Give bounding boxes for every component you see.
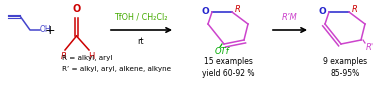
Text: R = alkyl, aryl: R = alkyl, aryl [62, 55, 112, 61]
Text: +: + [45, 23, 55, 37]
Text: yield 60-92 %: yield 60-92 % [202, 70, 254, 78]
Text: 9 examples: 9 examples [323, 57, 367, 67]
Text: R’M: R’M [282, 12, 298, 21]
Text: OH: OH [40, 26, 52, 34]
Text: rt: rt [138, 37, 144, 45]
Text: 15 examples: 15 examples [204, 57, 253, 67]
Text: O: O [201, 7, 209, 15]
Text: O: O [72, 4, 81, 14]
Text: R’ = alkyl, aryl, alkene, alkyne: R’ = alkyl, aryl, alkene, alkyne [62, 66, 171, 72]
Text: TfOH / CH₂Cl₂: TfOH / CH₂Cl₂ [114, 12, 168, 21]
Text: OTf: OTf [215, 47, 229, 56]
Text: O: O [318, 7, 326, 15]
Text: H: H [88, 52, 94, 61]
Text: R': R' [366, 43, 374, 52]
Text: R: R [235, 5, 241, 15]
Text: 85-95%: 85-95% [330, 70, 359, 78]
Text: R: R [61, 52, 67, 61]
Text: R: R [352, 5, 358, 15]
